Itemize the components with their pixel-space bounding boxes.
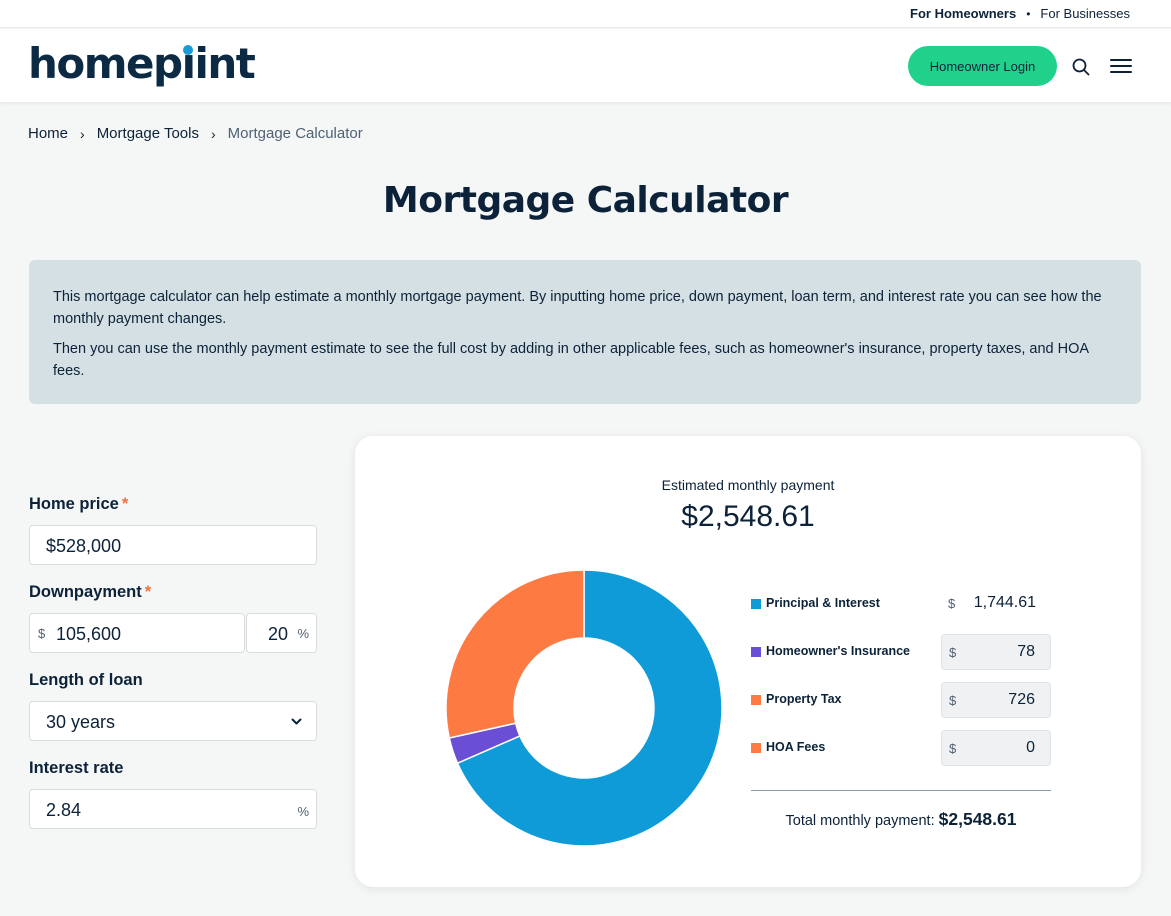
home-price-input[interactable]: $528,000 bbox=[29, 525, 317, 565]
homepoint-logo[interactable]: homepıint bbox=[28, 39, 256, 88]
breadcrumb-mortgage-tools[interactable]: Mortgage Tools bbox=[96, 125, 199, 142]
search-icon[interactable] bbox=[1072, 58, 1090, 76]
principal-interest-amount: $ 1,744.61 bbox=[948, 594, 1036, 611]
total-monthly-payment-value: $2,548.61 bbox=[938, 809, 1017, 829]
audience-links: For Homeowners • For Businesses bbox=[910, 6, 1130, 21]
interest-rate-label: Interest rate bbox=[29, 759, 124, 777]
legend-label: Principal & Interest bbox=[766, 596, 880, 610]
legend-row-principal: Principal & Interest $ 1,744.61 bbox=[751, 586, 1051, 622]
downpayment-label: Downpayment * bbox=[29, 583, 152, 601]
interest-rate-input[interactable]: 2.84 % bbox=[29, 789, 317, 829]
breadcrumb: Home › Mortgage Tools › Mortgage Calcula… bbox=[28, 125, 363, 142]
loan-length-label: Length of loan bbox=[29, 671, 143, 689]
intro-paragraph: Then you can use the monthly payment est… bbox=[53, 341, 1089, 379]
chevron-down-icon bbox=[291, 718, 302, 725]
chevron-right-icon: › bbox=[80, 125, 85, 142]
legend-swatch bbox=[751, 695, 761, 705]
downpayment-amount-input[interactable]: $ 105,600 bbox=[29, 613, 245, 653]
estimated-payment-label: Estimated monthly payment bbox=[661, 477, 835, 493]
for-homeowners-link[interactable]: For Homeowners bbox=[910, 6, 1017, 21]
legend-swatch bbox=[751, 599, 761, 609]
breadcrumb-home[interactable]: Home bbox=[28, 125, 69, 142]
legend-label: Homeowner's Insurance bbox=[766, 644, 910, 658]
homeowners-insurance-input[interactable]: $ 78 bbox=[941, 634, 1051, 670]
legend-swatch bbox=[751, 743, 761, 753]
legend-row-hoa: HOA Fees $ 0 bbox=[751, 730, 1051, 766]
legend-label: Property Tax bbox=[766, 692, 842, 706]
donut-slice-2 bbox=[445, 569, 585, 739]
total-divider bbox=[751, 790, 1051, 791]
downpayment-percent-input[interactable]: 20 % bbox=[246, 613, 317, 653]
breadcrumb-current: Mortgage Calculator bbox=[227, 125, 363, 142]
hamburger-menu-icon[interactable] bbox=[1110, 57, 1132, 75]
property-tax-input[interactable]: $ 726 bbox=[941, 682, 1051, 718]
intro-panel: This mortgage calculator can help estima… bbox=[29, 260, 1141, 404]
payment-donut-chart bbox=[445, 569, 723, 847]
hoa-fees-input[interactable]: $ 0 bbox=[941, 730, 1051, 766]
home-price-label: Home price * bbox=[29, 495, 129, 513]
legend-label: HOA Fees bbox=[766, 740, 826, 754]
for-businesses-link[interactable]: For Businesses bbox=[1040, 6, 1130, 21]
page-title: Mortgage Calculator bbox=[382, 180, 789, 221]
chevron-right-icon: › bbox=[210, 125, 216, 142]
total-monthly-payment: Total monthly payment: $2,548.61 bbox=[785, 809, 1017, 829]
separator-dot: • bbox=[1026, 6, 1031, 21]
legend-row-property-tax: Property Tax $ 726 bbox=[751, 682, 1051, 718]
homeowner-login-button[interactable]: Homeowner Login bbox=[908, 46, 1057, 86]
legend-row-insurance: Homeowner's Insurance $ 78 bbox=[751, 634, 1051, 670]
intro-paragraph: This mortgage calculator can help estima… bbox=[53, 289, 1102, 327]
donut-slice-0 bbox=[456, 569, 723, 847]
payment-summary-card: Estimated monthly payment $2,548.61 Prin… bbox=[355, 436, 1141, 887]
utility-bar: For Homeowners • For Businesses bbox=[0, 0, 1171, 28]
loan-length-select[interactable]: 30 years bbox=[29, 701, 317, 741]
site-header: homepıint Homeowner Login bbox=[0, 29, 1171, 102]
estimated-payment-value: $2,548.61 bbox=[681, 500, 815, 533]
legend-swatch bbox=[751, 647, 761, 657]
logo-dot-letter: ı bbox=[181, 39, 196, 88]
